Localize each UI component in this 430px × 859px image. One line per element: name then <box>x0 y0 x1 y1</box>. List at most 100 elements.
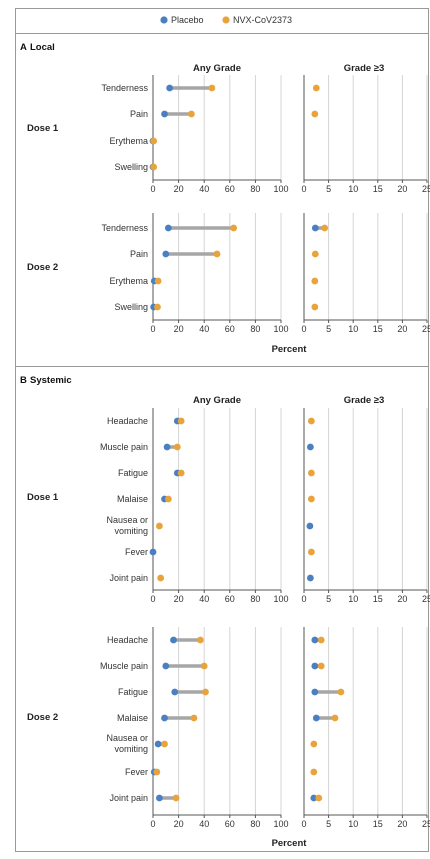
tick-label: 5 <box>326 324 331 334</box>
placebo-point <box>156 794 163 802</box>
category-label: Swelling <box>114 162 148 172</box>
panel-0-dose2: Dose 2 0 20 40 60 80 100 0 5 10 15 20 25 Tenderness Pa… <box>27 213 430 334</box>
category-label: vomiting <box>114 744 148 754</box>
placebo-point <box>311 224 319 232</box>
placebo-point <box>306 443 314 451</box>
grade3-header: Grade ≥3 <box>344 63 385 74</box>
tick-label: 5 <box>326 819 331 829</box>
tick-label: 80 <box>250 819 260 829</box>
vaccine-point <box>150 163 158 171</box>
tick-label: 40 <box>199 819 209 829</box>
tick-label: 0 <box>301 819 306 829</box>
category-label: Headache <box>107 416 148 426</box>
category-label: Nausea or <box>106 733 148 743</box>
vaccine-point <box>213 250 221 258</box>
category-label: Tenderness <box>101 223 148 233</box>
placebo-point <box>170 636 177 644</box>
vaccine-point <box>153 768 161 776</box>
placebo-point <box>306 522 314 530</box>
x-axis-title: Percent <box>272 838 308 849</box>
category-label: Fatigue <box>118 687 148 697</box>
placebo-point <box>310 794 318 802</box>
tick-label: 20 <box>397 324 407 334</box>
placebo-point <box>154 740 162 748</box>
placebo-point <box>163 443 171 451</box>
legend-placebo-marker <box>160 16 168 24</box>
vaccine-point <box>310 740 318 748</box>
tick-label: 25 <box>422 594 430 604</box>
vaccine-point <box>172 794 180 802</box>
vaccine-point <box>312 84 320 92</box>
tick-label: 40 <box>199 324 209 334</box>
section-title: Systemic <box>30 375 72 386</box>
tick-label: 100 <box>273 594 288 604</box>
tick-label: 0 <box>150 184 155 194</box>
tick-label: 5 <box>326 184 331 194</box>
category-label: Tenderness <box>101 83 148 93</box>
category-label: Joint pain <box>109 573 148 583</box>
vaccine-point <box>161 740 168 748</box>
tick-label: 60 <box>225 324 235 334</box>
tick-label: 0 <box>150 819 155 829</box>
category-label: Headache <box>107 635 148 645</box>
vaccine-point <box>311 277 319 285</box>
tick-label: 20 <box>397 184 407 194</box>
tick-label: 15 <box>373 819 383 829</box>
tick-label: 10 <box>348 594 358 604</box>
category-label: Pain <box>130 109 148 119</box>
tick-label: 20 <box>397 819 407 829</box>
tick-label: 25 <box>422 184 430 194</box>
vaccine-point <box>177 417 185 425</box>
tick-label: 20 <box>174 594 184 604</box>
dose-label: Dose 2 <box>27 262 58 273</box>
vaccine-point <box>311 110 319 118</box>
tick-label: 20 <box>174 819 184 829</box>
legend-vaccine-label: NVX-CoV2373 <box>233 15 292 25</box>
tick-label: 10 <box>348 184 358 194</box>
category-label: vomiting <box>114 526 148 536</box>
section-letter: B <box>20 375 27 386</box>
placebo-point <box>149 548 157 556</box>
any-grade-header: Any Grade <box>193 63 241 74</box>
vaccine-point <box>311 250 319 258</box>
tick-label: 40 <box>199 594 209 604</box>
panel-1-dose1: Dose 1 0 20 40 60 80 100 0 5 10 15 20 25 Headache Musc… <box>27 408 430 604</box>
tick-label: 80 <box>250 184 260 194</box>
category-label: Muscle pain <box>100 661 148 671</box>
category-label: Muscle pain <box>100 442 148 452</box>
placebo-point <box>162 662 170 670</box>
dose-label: Dose 2 <box>27 712 58 723</box>
tick-label: 20 <box>397 594 407 604</box>
vaccine-point <box>202 688 209 696</box>
dose-label: Dose 1 <box>27 123 59 134</box>
tick-label: 60 <box>225 819 235 829</box>
tick-label: 20 <box>174 184 184 194</box>
category-label: Malaise <box>117 494 148 504</box>
placebo-point <box>311 662 319 670</box>
tick-label: 10 <box>348 819 358 829</box>
tick-label: 100 <box>273 184 288 194</box>
category-label: Malaise <box>117 713 148 723</box>
tick-label: 80 <box>250 594 260 604</box>
vaccine-point <box>307 548 315 556</box>
vaccine-point <box>230 224 238 232</box>
category-label: Nausea or <box>106 515 148 525</box>
tick-label: 60 <box>225 594 235 604</box>
vaccine-point <box>164 495 172 503</box>
category-label: Erythema <box>109 136 148 146</box>
tick-label: 15 <box>373 324 383 334</box>
vaccine-point <box>190 714 198 722</box>
vaccine-point <box>337 688 345 696</box>
tick-label: 15 <box>373 594 383 604</box>
placebo-point <box>161 714 168 722</box>
panel-1-dose2: Dose 2 0 20 40 60 80 100 0 5 10 15 20 25 Headache Musc… <box>27 627 430 829</box>
tick-label: 0 <box>150 594 155 604</box>
tick-label: 25 <box>422 819 430 829</box>
tick-label: 0 <box>301 594 306 604</box>
vaccine-point <box>311 303 319 311</box>
category-label: Fatigue <box>118 468 148 478</box>
vaccine-point <box>196 636 204 644</box>
tick-label: 100 <box>273 324 288 334</box>
